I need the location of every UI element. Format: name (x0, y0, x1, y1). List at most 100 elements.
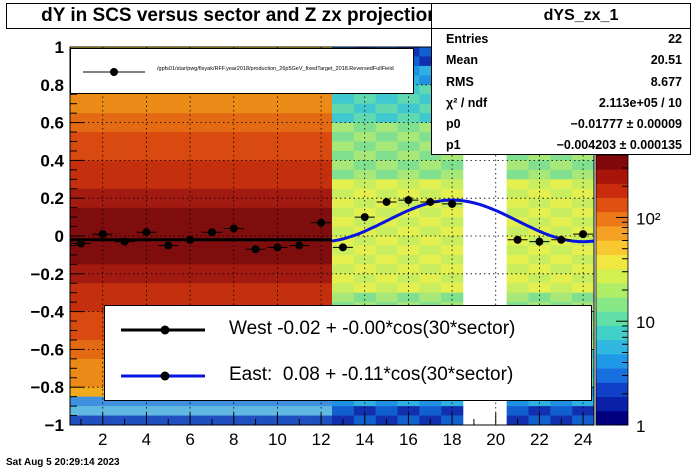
heatmap-cell (419, 236, 442, 246)
heatmap-cell (113, 113, 136, 123)
legend-top: /gpfs01/star/pwg/fisyak/RFF.year2018/pro… (70, 48, 414, 94)
heatmap-cell (157, 160, 180, 171)
heatmap-cell (201, 94, 224, 104)
heatmap-cell (201, 283, 224, 293)
heatmap-cell (91, 406, 114, 416)
heatmap-cell (441, 226, 464, 237)
heatmap-cell (288, 254, 311, 265)
heatmap-cell (70, 302, 93, 312)
heatmap-cell (157, 207, 180, 218)
heatmap-cell (244, 103, 267, 114)
heatmap-cell (572, 179, 595, 190)
heatmap-cell (179, 273, 202, 284)
heatmap-cell (419, 396, 442, 407)
heatmap-cell (397, 264, 420, 275)
colorbar-segment (596, 368, 628, 383)
heatmap-cell (222, 179, 245, 190)
legend-bottom: West -0.02 + -0.00*cos(30*sector) East: … (104, 305, 592, 401)
heatmap-cell (397, 132, 420, 142)
legend-marker (83, 68, 145, 76)
x-tick-label: 12 (312, 430, 331, 449)
heatmap-cell (244, 132, 267, 142)
heatmap-cell (179, 179, 202, 190)
heatmap-cell (572, 273, 595, 284)
colorbar-segment (596, 297, 628, 312)
west-point (98, 230, 107, 239)
heatmap-cell (332, 132, 355, 142)
colorbar-segment (596, 268, 628, 284)
heatmap-cell (441, 283, 464, 293)
heatmap-cell (244, 273, 267, 284)
heatmap-cell (310, 198, 333, 208)
heatmap-cell (441, 207, 464, 218)
heatmap-cell (419, 47, 442, 57)
heatmap-cell (91, 113, 114, 123)
axes: 2 4 6 8 10 12 14 16 18 20 22 24−1−0.8−0.6−0.4−0.200… (30, 38, 595, 449)
heatmap-cell (572, 264, 595, 275)
heatmap-cell (550, 150, 573, 161)
heatmap-cell (397, 169, 420, 180)
heatmap-cell (135, 113, 158, 123)
heatmap-cell (113, 292, 136, 303)
heatmap-cell (113, 254, 136, 265)
heatmap-cell (550, 226, 573, 237)
heatmap-cell (397, 94, 420, 104)
heatmap-cell (157, 217, 180, 227)
heatmap-cell (572, 188, 595, 199)
heatmap-cell (353, 94, 376, 104)
heatmap-cell (332, 103, 355, 114)
heatmap-cell (113, 94, 136, 104)
heatmap-cell (91, 264, 114, 275)
heatmap-cell (441, 169, 464, 180)
heatmap-cell (244, 207, 267, 218)
heatmap-cell (70, 254, 93, 265)
heatmap-cell (70, 349, 93, 360)
heatmap-cell (244, 264, 267, 275)
heatmap-cell (550, 207, 573, 218)
heatmap-cell (70, 122, 93, 133)
y-tick-label: −0.2 (30, 265, 64, 284)
west-point (273, 243, 282, 252)
heatmap-cell (419, 245, 442, 256)
heatmap-cell (179, 94, 202, 104)
x-tick-label: 10 (268, 430, 287, 449)
heatmap-cell (179, 396, 202, 407)
colorbar-tick-label: 1 (636, 417, 645, 436)
heatmap-cell (157, 169, 180, 180)
colorbar-segment (596, 325, 628, 341)
heatmap-cell (506, 150, 529, 161)
heatmap-cell (135, 396, 158, 407)
heatmap-cell (244, 150, 267, 161)
heatmap-cell (70, 169, 93, 180)
heatmap-cell (550, 264, 573, 275)
heatmap-cell (572, 217, 595, 227)
heatmap-cell (506, 406, 529, 416)
heatmap-cell (244, 160, 267, 171)
heatmap-cell (288, 103, 311, 114)
heatmap-cell (288, 226, 311, 237)
heatmap-cell (91, 132, 114, 142)
heatmap-cell (201, 150, 224, 161)
heatmap-cell (528, 292, 551, 303)
heatmap-cell (201, 396, 224, 407)
heatmap-cell (113, 217, 136, 227)
heatmap-cell (397, 406, 420, 416)
colorbar-segment (596, 155, 628, 170)
heatmap-cell (266, 169, 289, 180)
heatmap-cell (353, 273, 376, 284)
y-tick-label: −0.6 (30, 340, 64, 359)
heatmap-cell (310, 132, 333, 142)
heatmap-cell (201, 273, 224, 284)
heatmap-cell (157, 188, 180, 199)
heatmap-cell (332, 207, 355, 218)
heatmap-cell (506, 396, 529, 407)
heatmap-cell (113, 160, 136, 171)
heatmap-cell (528, 207, 551, 218)
heatmap-cell (244, 188, 267, 199)
heatmap-cell (135, 132, 158, 142)
heatmap-cell (310, 113, 333, 123)
heatmap-cell (222, 103, 245, 114)
heatmap-cell (70, 207, 93, 218)
stats-key: Entries (446, 32, 489, 46)
heatmap-cell (332, 292, 355, 303)
